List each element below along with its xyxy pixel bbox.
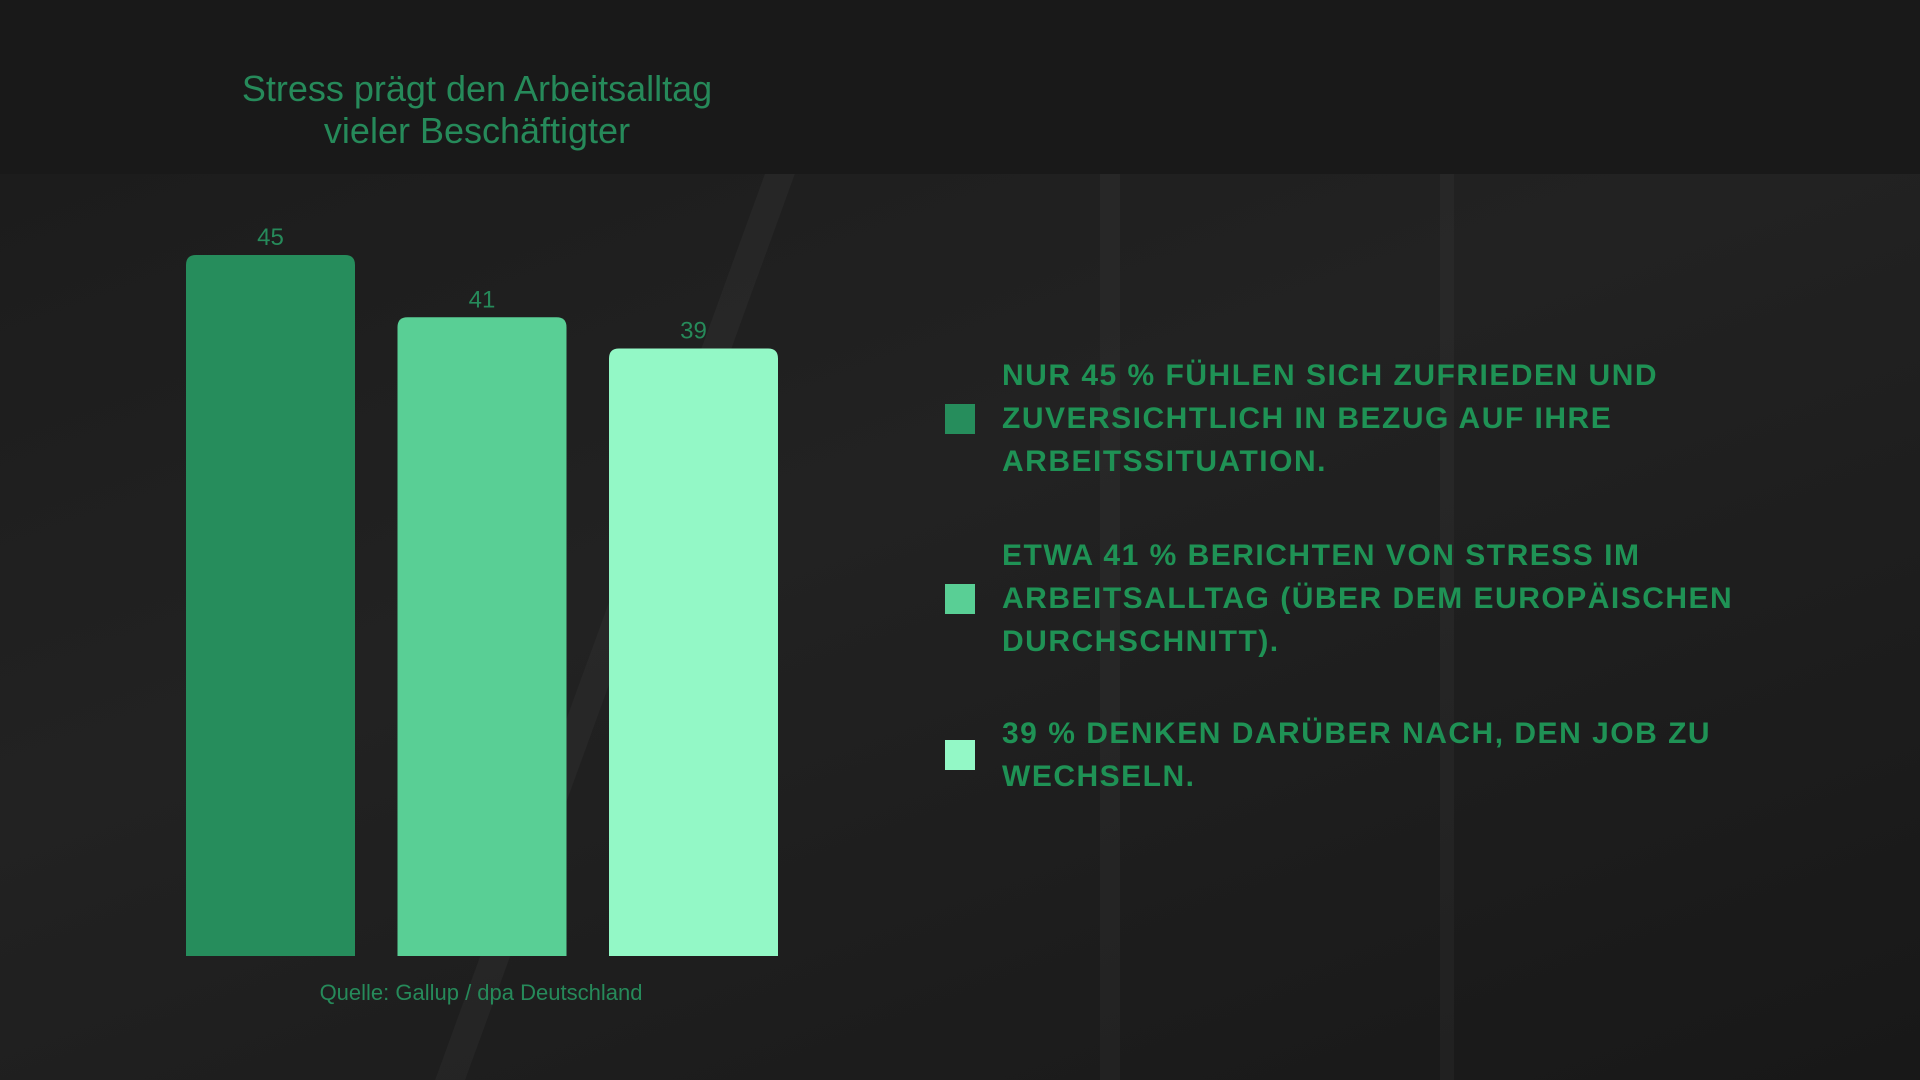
chart-title-line: vieler Beschäftigter: [323, 110, 631, 151]
legend-swatch: [945, 583, 975, 614]
bar: [609, 348, 778, 956]
legend-item: ETWA 41 % BERICHTEN VON STRESS IM ARBEIT…: [945, 534, 1762, 663]
legend-text: 39 % DENKEN DARÜBER NACH, DEN JOB ZU WEC…: [1002, 717, 1712, 793]
legend-swatch: [945, 740, 975, 770]
bar-value-label: 41: [469, 286, 496, 313]
chart-source: Quelle: Gallup / dpa Deutschland: [319, 980, 643, 1005]
bar-value-label: 45: [257, 224, 284, 251]
bar: [186, 255, 355, 956]
legend-item: 39 % DENKEN DARÜBER NACH, DEN JOB ZU WEC…: [945, 712, 1762, 798]
chart-title-line: Stress prägt den Arbeitsalltag: [241, 68, 713, 109]
bar: [397, 317, 567, 956]
legend-item: NUR 45 % FÜHLEN SICH ZUFRIEDEN UND ZUVER…: [945, 354, 1762, 483]
chart-title: Stress prägt den Arbeitsalltag vieler Be…: [177, 68, 777, 152]
bar-value-label: 39: [680, 317, 707, 344]
legend-text: ETWA 41 % BERICHTEN VON STRESS IM ARBEIT…: [1002, 539, 1734, 658]
legend-text: NUR 45 % FÜHLEN SICH ZUFRIEDEN UND ZUVER…: [1002, 359, 1659, 478]
legend-swatch: [945, 403, 975, 434]
